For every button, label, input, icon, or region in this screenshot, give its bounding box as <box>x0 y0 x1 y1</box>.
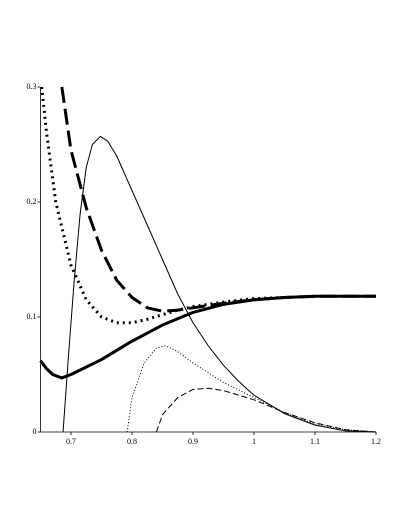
line-series <box>60 86 376 313</box>
y-tick-label: 0.1 <box>27 312 37 321</box>
x-tick-label: 0.8 <box>127 437 137 446</box>
y-tick-label: 0 <box>33 427 37 436</box>
x-tick-label: 0.7 <box>66 437 76 446</box>
x-tick-label: 1.2 <box>371 437 381 446</box>
y-tick-label: 0.3 <box>27 82 37 91</box>
x-tick-label: 1 <box>252 437 256 446</box>
x-tick-label: 1.1 <box>310 437 320 446</box>
x-tick-label: 0.9 <box>188 437 198 446</box>
line-series <box>126 345 377 433</box>
line-series <box>155 387 377 433</box>
line-series <box>40 86 285 325</box>
plot-area <box>39 86 377 433</box>
line-series <box>39 294 376 380</box>
y-tick-label: 0.2 <box>27 197 37 206</box>
line-series <box>62 135 377 433</box>
